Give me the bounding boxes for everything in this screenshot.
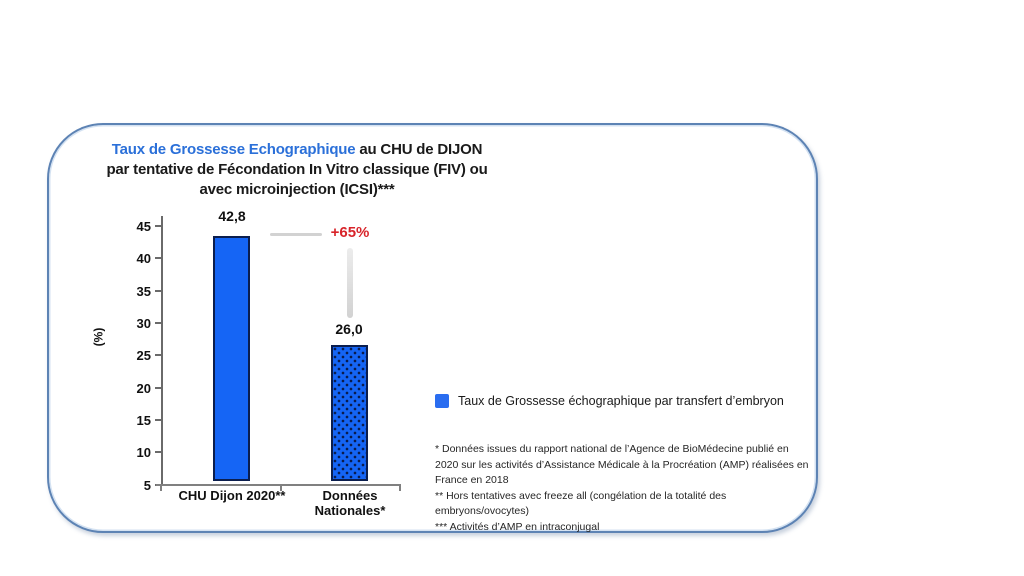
x-category-label: Données Nationales*: [314, 488, 386, 518]
y-tick-label: 5: [143, 477, 151, 493]
y-axis-tick: 35: [87, 283, 161, 299]
bar-donnees-nationales: [331, 345, 368, 481]
legend-label: Taux de Grossesse échographique par tran…: [458, 394, 784, 408]
chart-title-line2: par tentative de Fécondation In Vitro cl…: [106, 161, 488, 178]
bar-value-label: 42,8: [218, 208, 246, 224]
y-tick-mark: [155, 419, 161, 421]
y-axis-tick: 10: [87, 444, 161, 460]
x-tick-mark: [160, 486, 162, 491]
y-tick-label: 15: [136, 412, 151, 428]
y-tick-mark: [155, 451, 161, 453]
y-axis-tick: 30: [87, 315, 161, 331]
bar-value-label: 26,0: [335, 321, 363, 337]
x-category-label: CHU Dijon 2020**: [178, 488, 286, 503]
y-tick-mark: [155, 290, 161, 292]
y-tick-mark: [155, 225, 161, 227]
chart-title-rest: au CHU de DIJON: [355, 141, 483, 158]
footnote-3: *** Activités d’AMP en intraconjugal: [435, 520, 600, 533]
y-tick-mark: [155, 257, 161, 259]
y-tick-label: 45: [136, 218, 151, 234]
y-tick-mark: [155, 322, 161, 324]
y-axis-title: (%): [91, 327, 106, 347]
y-tick-label: 20: [136, 380, 151, 396]
x-tick-mark: [280, 486, 282, 491]
legend: Taux de Grossesse échographique par tran…: [435, 394, 805, 408]
legend-swatch-icon: [435, 394, 449, 408]
y-tick-label: 10: [136, 444, 151, 460]
y-axis-tick: 40: [87, 250, 161, 266]
x-axis-line: [156, 484, 401, 486]
y-axis-tick: 15: [87, 412, 161, 428]
y-tick-label: 25: [136, 347, 151, 363]
chart-card: Taux de Grossesse Echographique au CHU d…: [47, 123, 818, 533]
y-tick-mark: [155, 387, 161, 389]
chart-title-line3: avec microinjection (ICSI)***: [199, 181, 395, 198]
y-axis-tick: 45: [87, 218, 161, 234]
increase-annotation: +65%: [330, 224, 370, 241]
y-tick-mark: [155, 354, 161, 356]
connector-vertical-arrow: [347, 248, 353, 318]
chart-title: Taux de Grossesse Echographique au CHU d…: [63, 140, 531, 200]
chart-title-highlight: Taux de Grossesse Echographique: [111, 141, 356, 158]
y-axis-line: [161, 216, 163, 486]
bar-chu-dijon: [213, 236, 250, 481]
footnote-1: * Données issues du rapport national de …: [435, 443, 809, 486]
y-axis-tick: 25: [87, 347, 161, 363]
x-tick-mark: [399, 486, 401, 491]
y-tick-label: 35: [136, 283, 151, 299]
y-axis-tick: 20: [87, 380, 161, 396]
y-tick-label: 30: [136, 315, 151, 331]
footnotes: * Données issues du rapport national de …: [435, 442, 809, 535]
connector-horizontal-line: [270, 233, 322, 236]
footnote-2: ** Hors tentatives avec freeze all (cong…: [435, 489, 727, 518]
y-axis-tick: 5: [87, 477, 161, 493]
y-tick-label: 40: [136, 250, 151, 266]
